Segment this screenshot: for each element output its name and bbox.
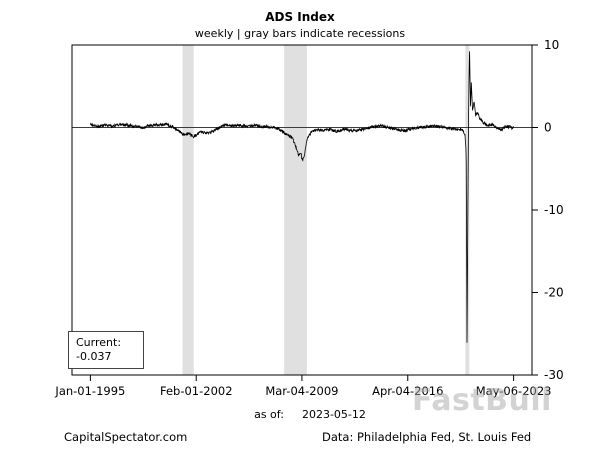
as-of-label: as of: bbox=[254, 408, 284, 421]
svg-text:-20: -20 bbox=[544, 286, 564, 300]
as-of-line: as of: 2023-05-12 bbox=[160, 408, 460, 421]
footer-data-source: Data: Philadelphia Fed, St. Louis Fed bbox=[322, 430, 532, 444]
footer-credit: CapitalSpectator.com bbox=[64, 430, 188, 444]
svg-text:Mar-04-2009: Mar-04-2009 bbox=[265, 384, 338, 398]
current-value-box: Current: -0.037 bbox=[68, 331, 144, 369]
current-label: Current: bbox=[76, 336, 122, 349]
as-of-date: 2023-05-12 bbox=[301, 408, 366, 421]
svg-text:-30: -30 bbox=[544, 368, 564, 382]
svg-text:Jan-01-1995: Jan-01-1995 bbox=[54, 384, 125, 398]
svg-text:Apr-04-2016: Apr-04-2016 bbox=[372, 384, 443, 398]
svg-text:10: 10 bbox=[544, 38, 559, 52]
svg-text:May-06-2023: May-06-2023 bbox=[476, 384, 552, 398]
chart-subtitle: weekly | gray bars indicate recessions bbox=[194, 27, 406, 40]
chart-title: ADS Index bbox=[265, 10, 335, 24]
current-value: -0.037 bbox=[76, 350, 112, 363]
svg-text:0: 0 bbox=[544, 121, 552, 135]
svg-text:Feb-01-2002: Feb-01-2002 bbox=[160, 384, 233, 398]
svg-text:-10: -10 bbox=[544, 203, 564, 217]
watermark: FastBull bbox=[412, 383, 552, 418]
